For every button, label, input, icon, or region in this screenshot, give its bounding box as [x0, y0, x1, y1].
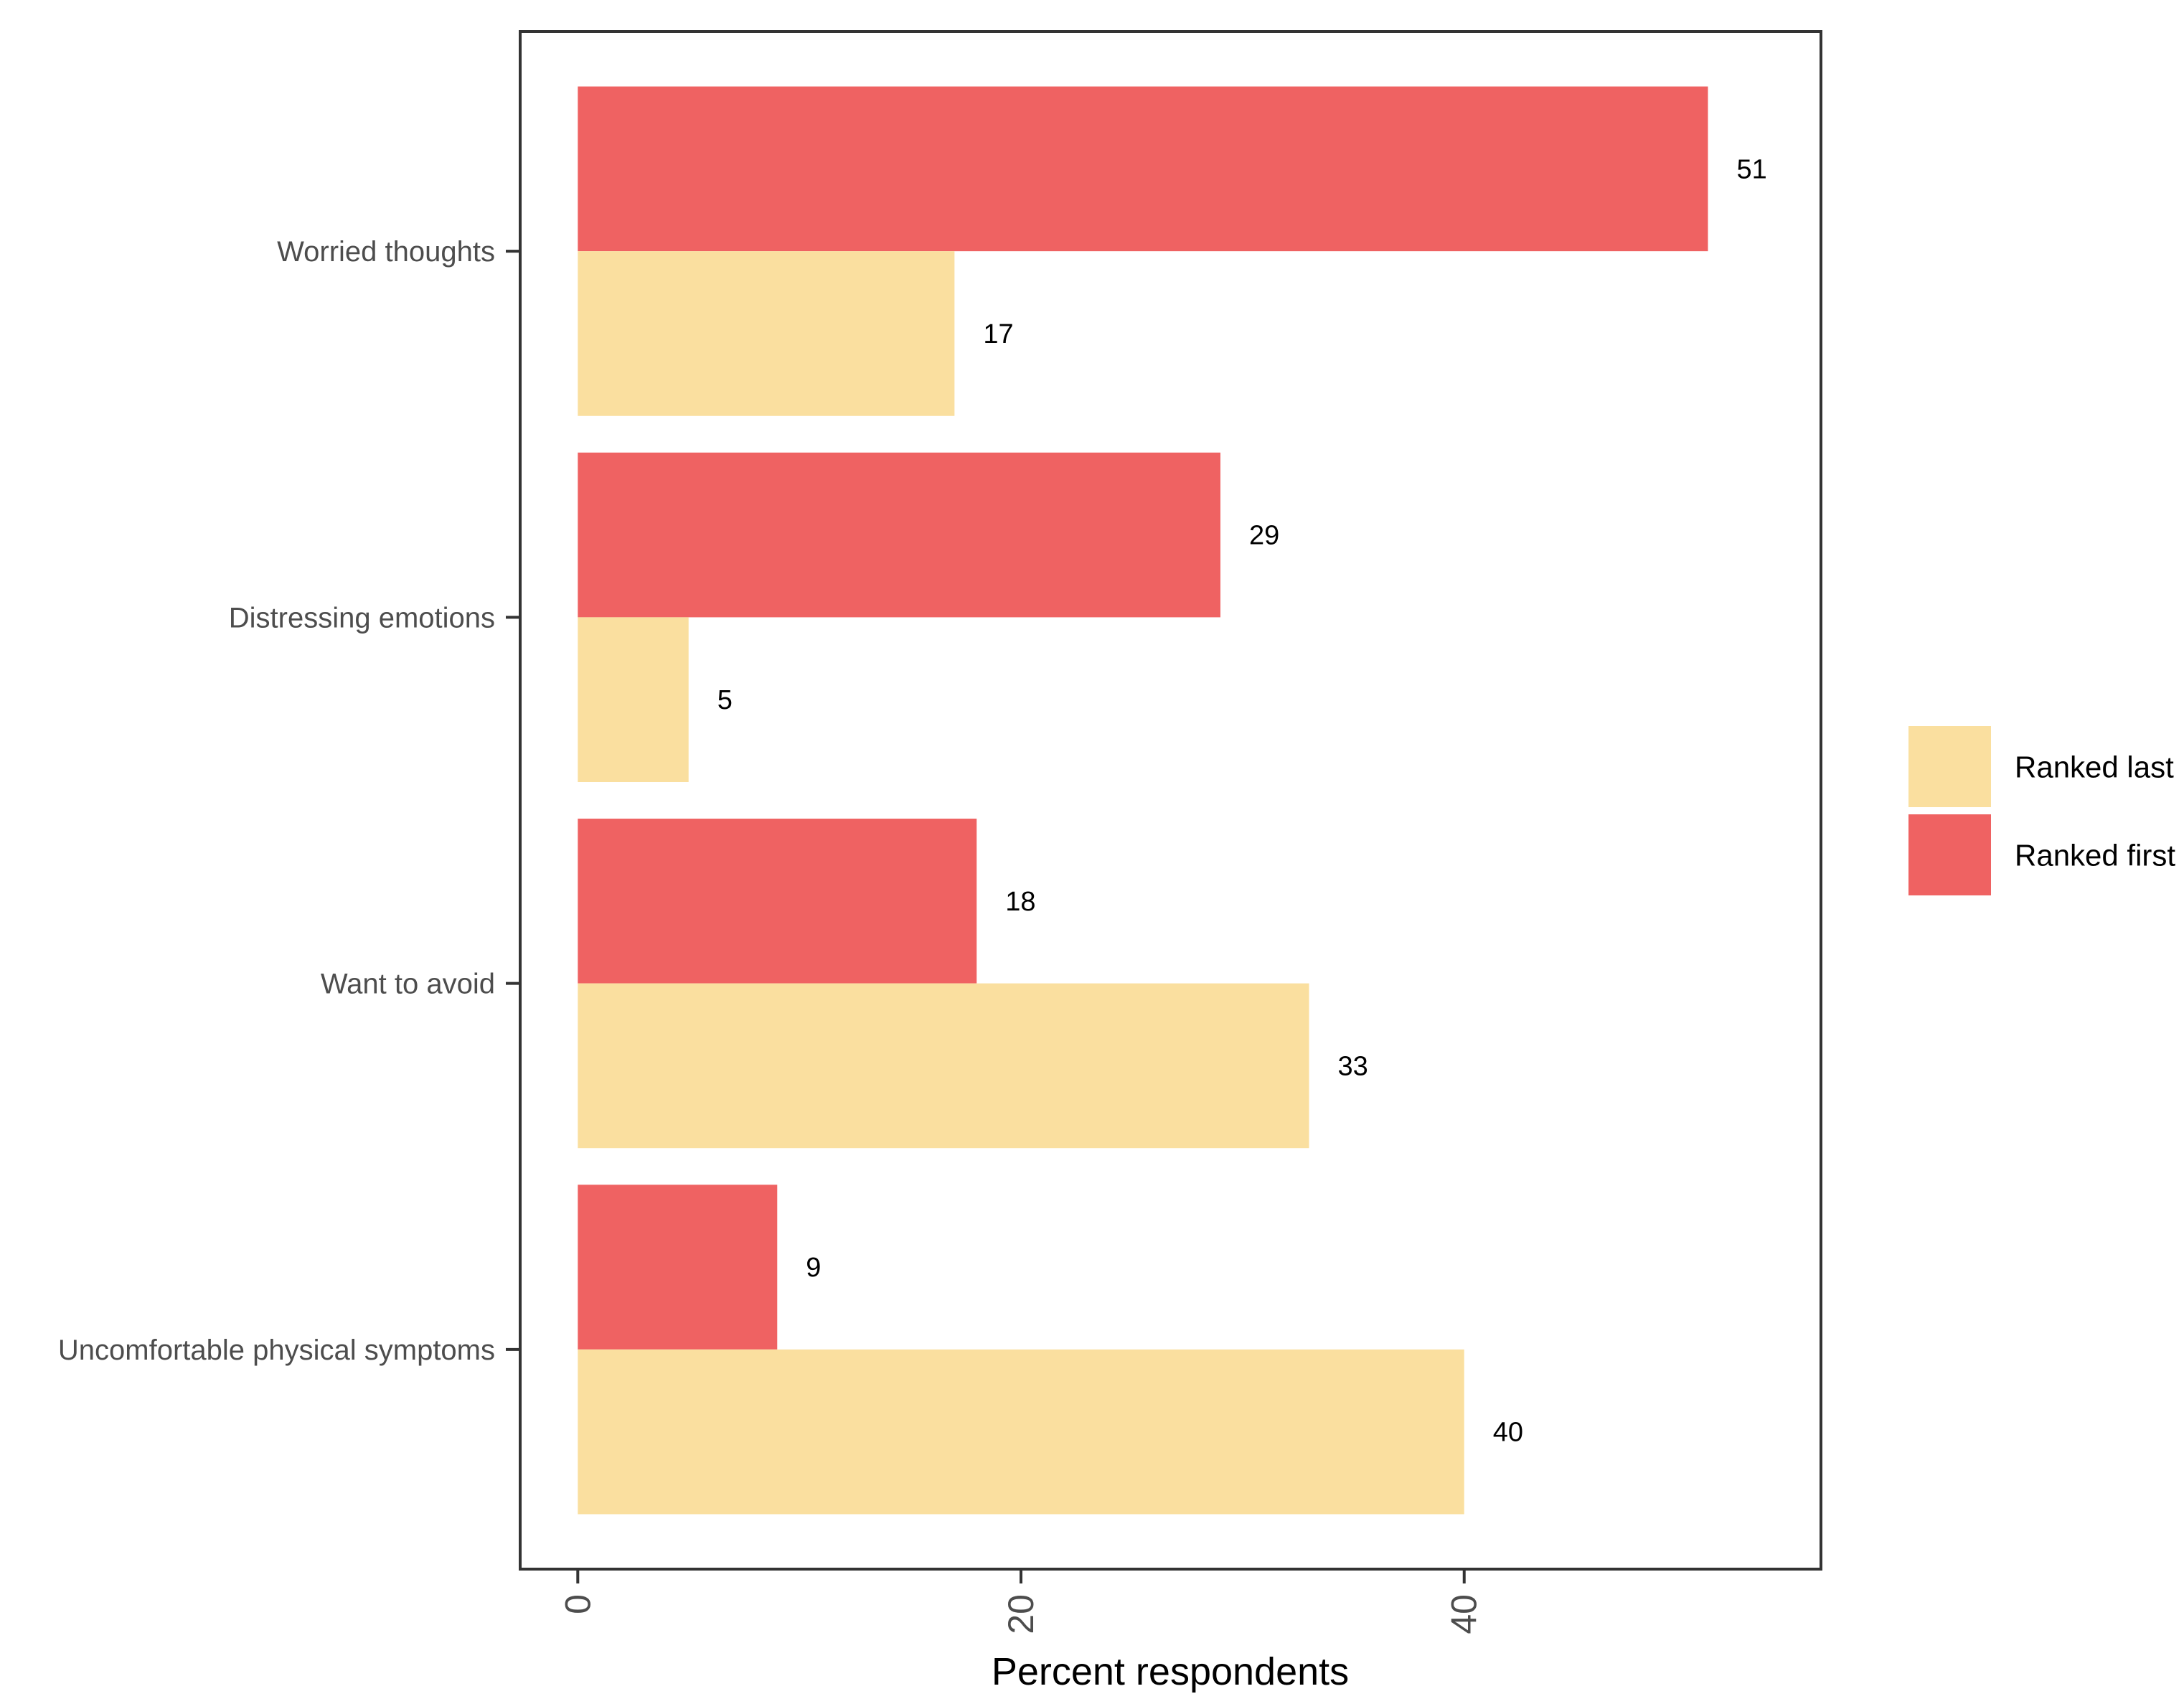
data-label-ranked-first-uncomfortable-physical-symptoms: 9	[806, 1253, 821, 1283]
y-tick-label-distressing-emotions: Distressing emotions	[229, 602, 495, 634]
y-axis: Worried thoughts Distressing emotions Want…	[58, 236, 520, 1366]
bar-ranked-last-uncomfortable-physical-symptoms	[578, 1349, 1464, 1515]
y-tick-label-want-to-avoid: Want to avoid	[321, 969, 495, 1000]
bar-ranked-last-worried-thoughts	[578, 251, 955, 416]
data-label-ranked-first-distressing-emotions: 29	[1249, 521, 1279, 551]
data-label-ranked-last-uncomfortable-physical-symptoms: 40	[1493, 1418, 1523, 1448]
legend-label-ranked-last: Ranked last	[2015, 750, 2174, 784]
data-label-ranked-last-distressing-emotions: 5	[717, 685, 733, 715]
bar-ranked-first-uncomfortable-physical-symptoms	[578, 1185, 778, 1350]
bar-ranked-first-want-to-avoid	[578, 819, 977, 984]
data-label-ranked-first-worried-thoughts: 51	[1736, 154, 1766, 184]
x-tick-label-0: 0	[557, 1594, 598, 1614]
legend: Ranked last Ranked first	[1908, 726, 2175, 895]
y-tick-label-worried-thoughts: Worried thoughts	[277, 236, 495, 268]
x-axis-title: Percent respondents	[992, 1650, 1349, 1693]
bars-layer	[578, 86, 1708, 1515]
data-label-ranked-first-want-to-avoid: 18	[1005, 887, 1035, 917]
x-tick-label-20: 20	[1001, 1594, 1041, 1634]
legend-key-ranked-first	[1908, 814, 1991, 895]
y-tick-label-uncomfortable-physical-symptoms: Uncomfortable physical symptoms	[58, 1335, 495, 1366]
x-tick-label-40: 40	[1444, 1594, 1484, 1634]
data-labels-layer: 51 17 29 5 18 33 9 40	[717, 154, 1767, 1447]
bar-ranked-last-want-to-avoid	[578, 983, 1309, 1149]
data-label-ranked-last-worried-thoughts: 17	[983, 319, 1013, 349]
legend-key-ranked-last	[1908, 726, 1991, 807]
plot-panel-border	[519, 30, 1822, 1571]
x-axis: 0 20 40	[557, 1569, 1484, 1634]
bar-ranked-first-worried-thoughts	[578, 86, 1708, 252]
bar-ranked-last-distressing-emotions	[578, 617, 689, 782]
legend-label-ranked-first: Ranked first	[2015, 839, 2175, 872]
data-label-ranked-last-want-to-avoid: 33	[1338, 1051, 1368, 1081]
bar-ranked-first-distressing-emotions	[578, 452, 1220, 618]
